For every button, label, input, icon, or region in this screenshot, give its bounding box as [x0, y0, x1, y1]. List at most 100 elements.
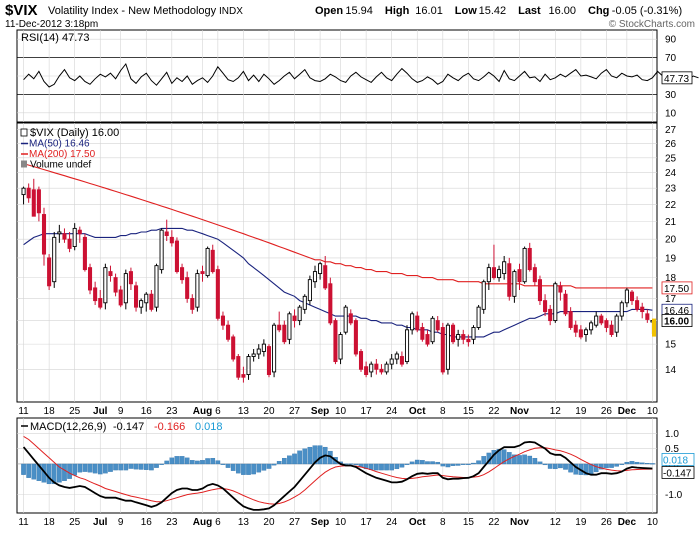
- macd-histogram-bar: [159, 463, 164, 465]
- rsi-panel: 103050709047.73 RSI(14) 47.73: [16, 29, 699, 123]
- candle: [348, 309, 353, 326]
- candle: [190, 294, 195, 314]
- macd-histogram-bar: [425, 461, 430, 465]
- macd-tag: [661, 466, 695, 479]
- candle-body: [47, 257, 52, 287]
- candle-body: [410, 313, 415, 331]
- macd-histogram-bar: [450, 463, 456, 466]
- candle-body: [93, 287, 98, 302]
- candle-body: [640, 306, 645, 313]
- candle-body: [338, 334, 343, 360]
- macd-histogram-bar: [629, 461, 635, 465]
- candle-body: [31, 189, 36, 217]
- candle-body: [491, 267, 496, 279]
- candle-body: [512, 271, 517, 297]
- candle-body: [251, 353, 256, 357]
- candle: [256, 344, 261, 360]
- macd-histogram-bar: [97, 463, 103, 475]
- macd-histogram-bar: [501, 449, 507, 465]
- macd-tag: [661, 453, 695, 466]
- candle: [374, 359, 379, 375]
- candle-body: [128, 271, 133, 285]
- candle-body: [456, 334, 461, 340]
- candle: [261, 339, 266, 357]
- candle: [185, 271, 190, 303]
- candle: [537, 275, 542, 305]
- x-tick-label: 9: [118, 406, 124, 417]
- candle-body: [624, 289, 629, 304]
- rsi-grid: [17, 30, 657, 122]
- candle: [36, 186, 41, 222]
- ohlc-label: High: [385, 5, 410, 17]
- candle: [629, 289, 635, 305]
- candle: [72, 223, 77, 251]
- price-tick-label: 26: [665, 139, 677, 150]
- macd-histogram-bar: [471, 462, 476, 465]
- macd-histogram-bar: [512, 454, 517, 465]
- candle: [154, 263, 159, 312]
- x-tick-label: 25: [69, 406, 81, 417]
- x-tick-label: 26: [601, 406, 613, 417]
- candle-body: [645, 313, 650, 320]
- candle: [599, 313, 604, 326]
- candle-body: [379, 368, 384, 373]
- macd-histogram-bar: [26, 463, 31, 478]
- candle-body: [246, 356, 251, 376]
- candle-body: [210, 249, 215, 273]
- macd-histogram-bar: [230, 463, 236, 471]
- ohlc-value: 15.94: [345, 5, 373, 17]
- last-bar-marker: [652, 318, 656, 337]
- price-legend-item: MA(50) 16.46: [29, 139, 90, 150]
- candle: [231, 334, 236, 362]
- macd-histogram-bar: [292, 453, 297, 465]
- candle-body: [190, 298, 195, 310]
- candle-body: [297, 306, 302, 322]
- x-tick-label: 12: [550, 406, 562, 417]
- candle: [486, 263, 491, 290]
- candle: [430, 316, 435, 345]
- candle-body: [323, 265, 328, 289]
- macd-histogram-bar: [82, 463, 88, 472]
- macd-histogram-bar: [445, 463, 451, 468]
- rsi-tick-label: 70: [665, 53, 677, 64]
- macd-panel: -1.00.00.51.0 0.018-0.147 MACD(12,26,9)-…: [16, 417, 695, 514]
- candle: [624, 287, 629, 308]
- macd-histogram-bar: [220, 463, 226, 465]
- macd-histogram-bar: [583, 463, 589, 476]
- candle-body: [36, 189, 41, 214]
- candle: [215, 265, 220, 321]
- macd-histogram-bar: [87, 463, 93, 473]
- candle: [507, 257, 512, 301]
- ohlc-label: Open: [315, 5, 343, 17]
- candle: [399, 351, 404, 367]
- timestamp: 11-Dec-2012 3:18pm: [5, 19, 98, 30]
- candle: [113, 273, 118, 297]
- candle: [456, 329, 461, 347]
- candle-body: [604, 320, 609, 328]
- ohlc-value: 16.01: [415, 5, 443, 17]
- x-tick-label: 8: [440, 517, 446, 528]
- candle-body: [543, 300, 548, 313]
- candle-body: [302, 295, 307, 310]
- macd-histogram-bar: [266, 463, 272, 469]
- macd-histogram-bar: [251, 463, 256, 475]
- x-tick-label: 24: [386, 517, 398, 528]
- macd-histogram-bar: [256, 463, 262, 473]
- candle-body: [26, 187, 31, 199]
- macd-histogram-bar: [527, 455, 533, 465]
- macd-histogram-bar: [205, 458, 210, 465]
- candle-body: [389, 358, 394, 365]
- x-tick-label: 26: [601, 517, 613, 528]
- candle-body: [282, 324, 287, 343]
- macd-histogram-bar: [634, 461, 640, 465]
- candle: [282, 320, 287, 345]
- macd-histogram-bar: [123, 463, 129, 471]
- x-tick-label: Oct: [409, 406, 426, 417]
- macd-histogram-bar: [133, 463, 139, 470]
- candle: [21, 186, 26, 205]
- price-legend-item: MA(200) 17.50: [29, 149, 96, 160]
- rsi-tick-label: 10: [665, 108, 677, 119]
- candle: [297, 304, 302, 326]
- macd-histogram-bar: [169, 457, 175, 465]
